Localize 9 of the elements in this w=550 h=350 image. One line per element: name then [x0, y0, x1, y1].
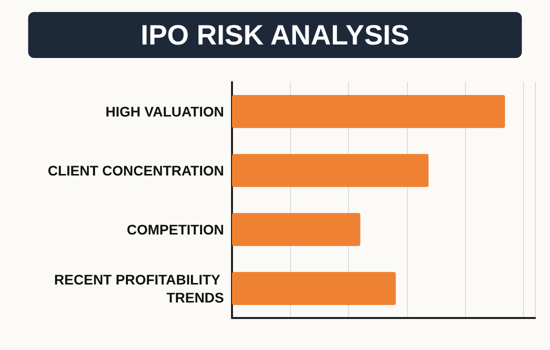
bar: [232, 95, 505, 128]
y-tick-label: RECENT PROFITABILITY TRENDS: [54, 272, 224, 306]
y-tick-label: CLIENT CONCENTRATION: [48, 162, 224, 178]
y-tick-label: COMPETITION: [126, 222, 224, 238]
bar: [232, 213, 360, 246]
y-tick-label: HIGH VALUATION: [106, 104, 224, 120]
chart-title: IPO RISK ANALYSIS: [140, 20, 410, 50]
bar: [232, 154, 429, 187]
bar: [232, 272, 396, 305]
